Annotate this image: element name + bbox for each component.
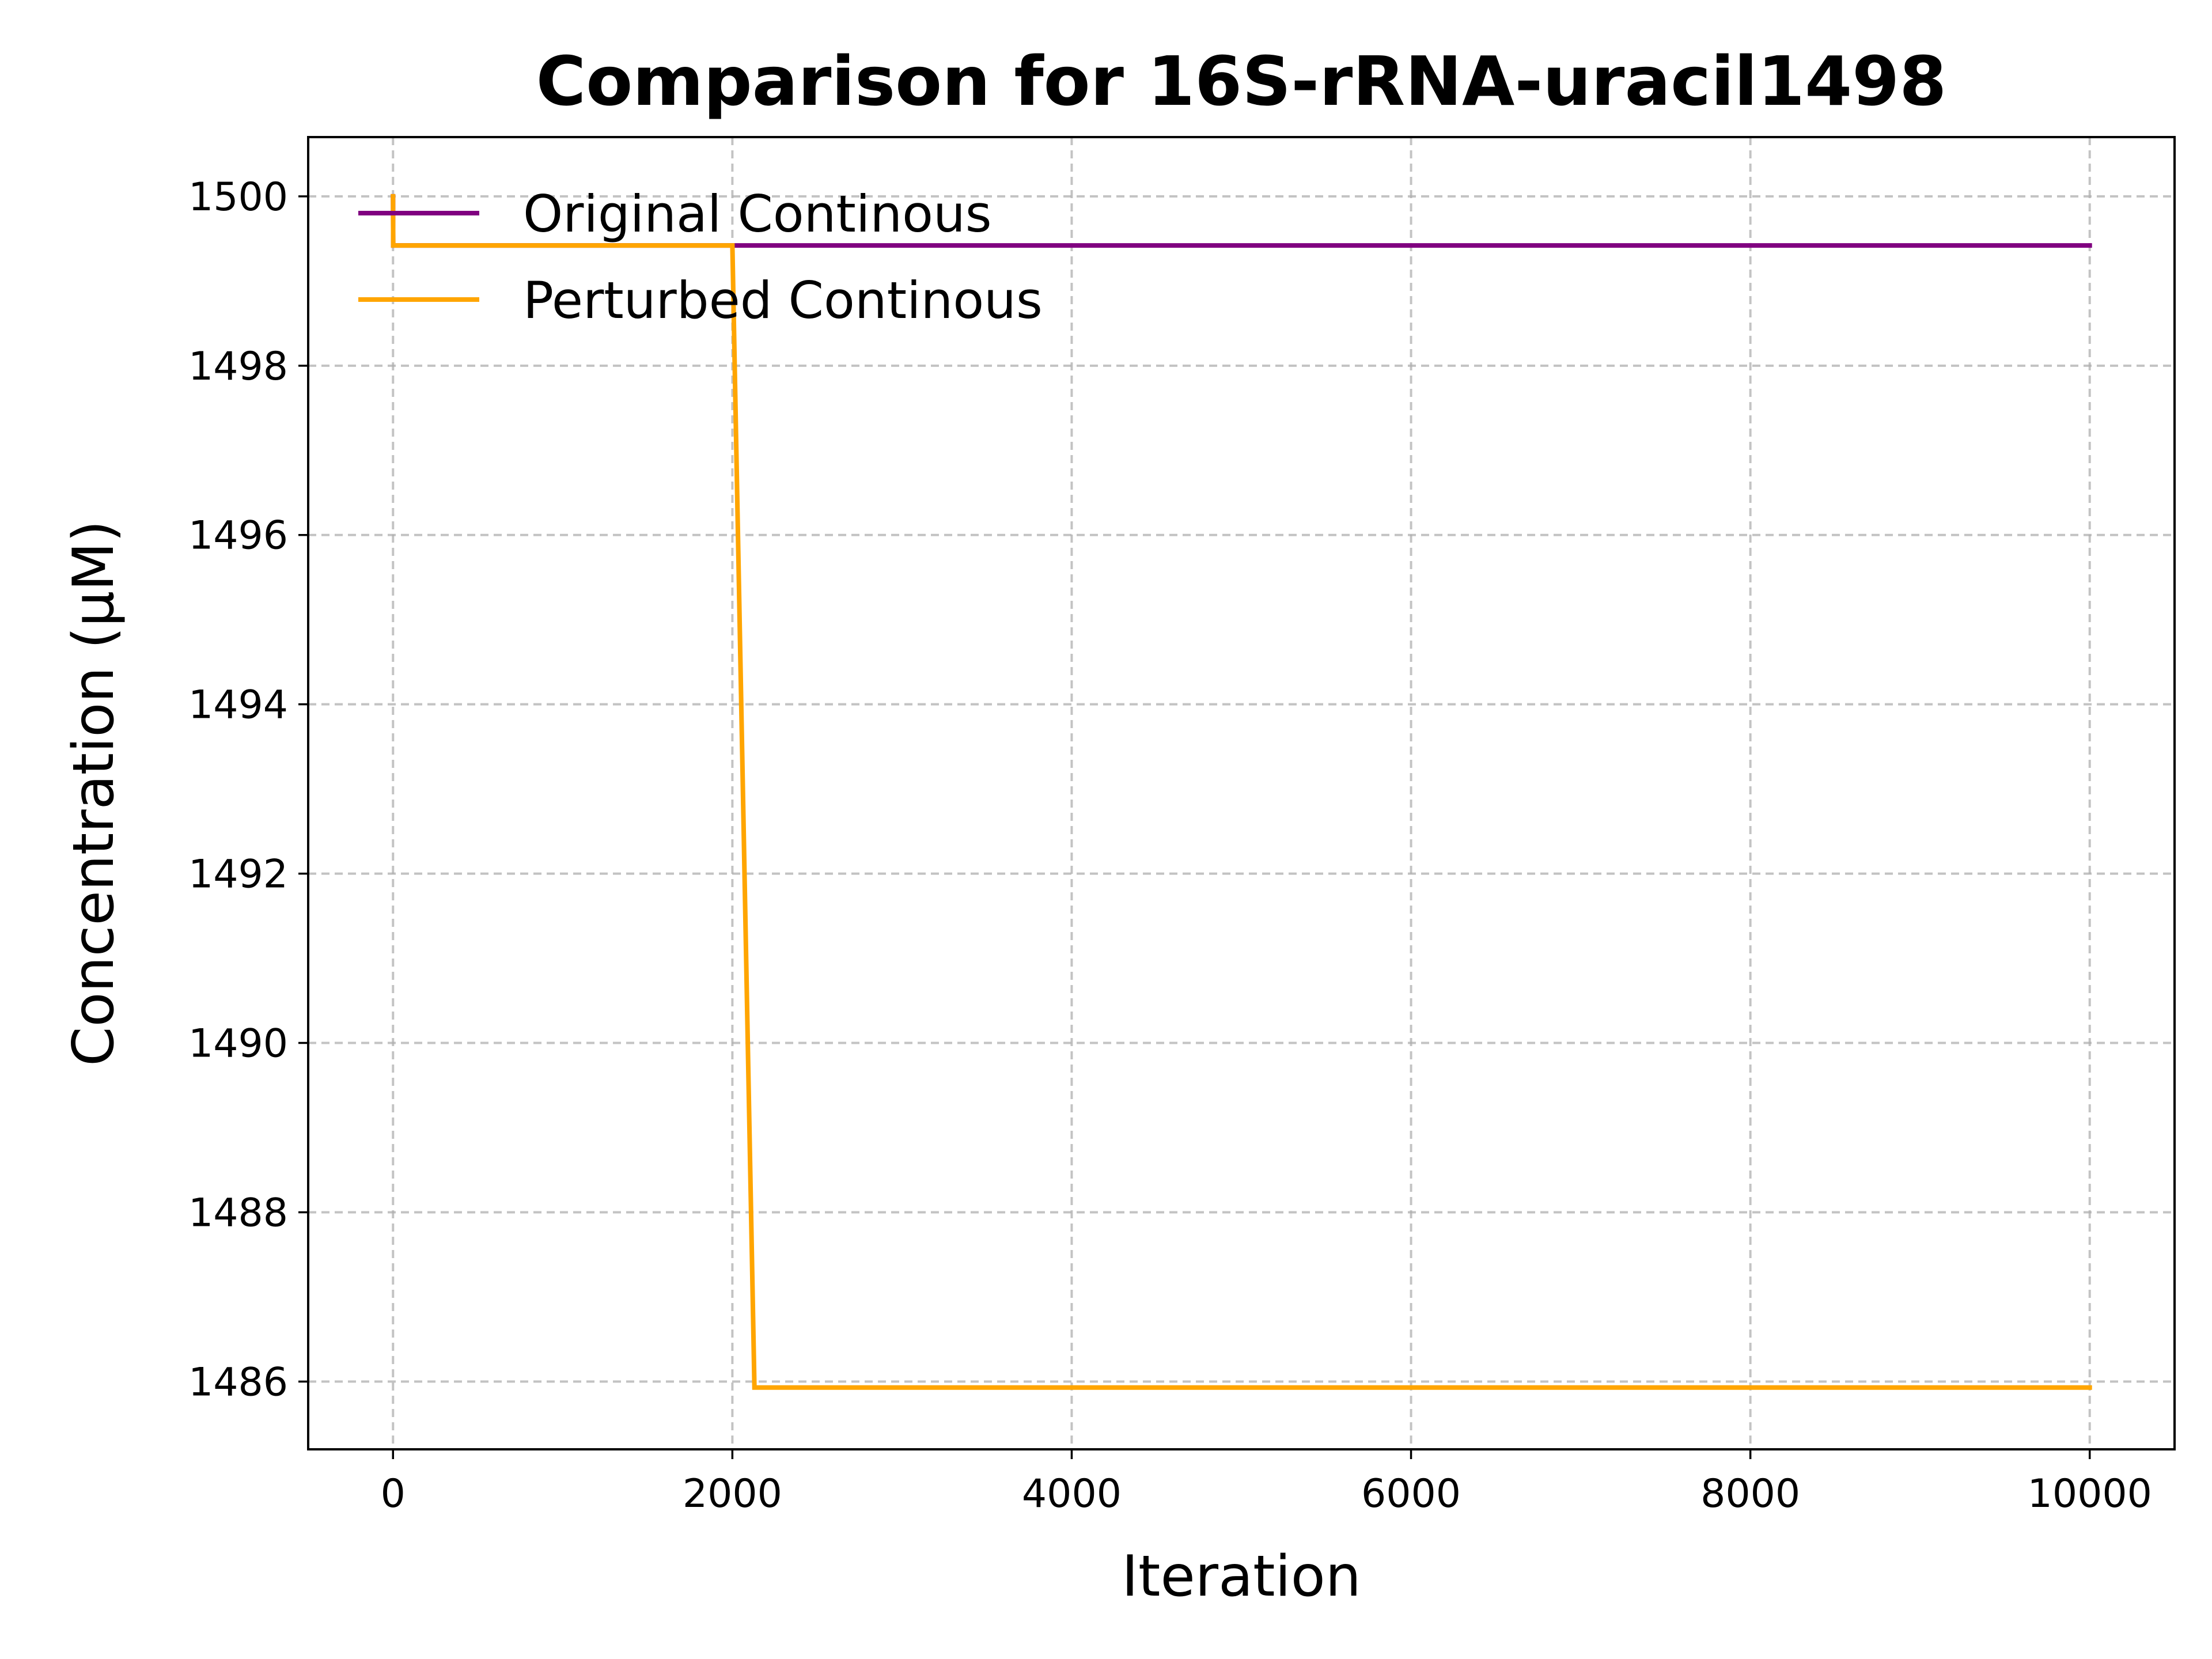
y-tick-label: 1488 xyxy=(188,1190,288,1236)
y-tick-label: 1498 xyxy=(188,344,288,389)
chart-title: Comparison for 16S-rRNA-uracil1498 xyxy=(536,41,1947,121)
x-tick-label: 10000 xyxy=(2028,1471,2152,1517)
x-axis-ticks: 0 2000 4000 6000 8000 10000 xyxy=(381,1449,2152,1517)
x-tick-label: 4000 xyxy=(1022,1471,1122,1517)
plot-area-frame xyxy=(307,136,2176,1450)
legend-label: Perturbed Continous xyxy=(523,271,1043,330)
y-tick-label: 1500 xyxy=(188,175,288,220)
x-tick-label: 2000 xyxy=(683,1471,782,1517)
y-axis-label: Concentration (μM) xyxy=(61,520,127,1066)
y-tick-label: 1494 xyxy=(188,683,288,728)
series-line-perturbed-continous xyxy=(391,194,2092,1390)
y-tick-label: 1492 xyxy=(188,852,288,897)
y-tick-label: 1496 xyxy=(188,513,288,559)
y-tick-label: 1486 xyxy=(188,1359,288,1405)
x-tick-label: 0 xyxy=(381,1471,406,1517)
x-axis-label: Iteration xyxy=(1122,1544,1361,1609)
y-tick-label: 1490 xyxy=(188,1021,288,1067)
x-tick-label: 6000 xyxy=(1361,1471,1461,1517)
legend: Original Continous Perturbed Continous xyxy=(358,184,1043,330)
grid-lines xyxy=(308,137,2175,1449)
y-axis-ticks: 1486 1488 1490 1492 1494 1496 1498 1500 xyxy=(188,175,308,1405)
x-tick-label: 8000 xyxy=(1700,1471,1800,1517)
legend-label: Original Continous xyxy=(523,184,992,244)
